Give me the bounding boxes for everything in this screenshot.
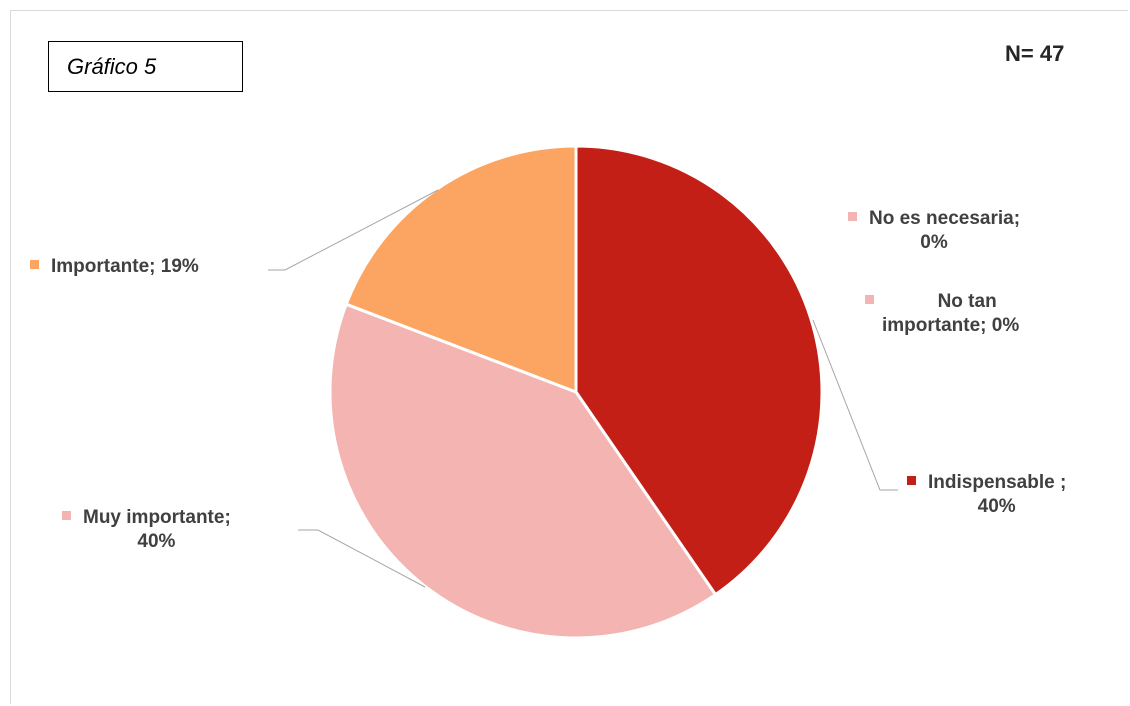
data-label-muy-importante: Muy importante; 40% [62, 506, 231, 554]
data-label-no-tan-importante: No tan importante; 0% [842, 290, 1019, 338]
data-label-indispensable-line1: Indispensable ; [928, 472, 1067, 493]
leader-line-importante [268, 189, 439, 271]
chart-title-box: Gráfico 5 [48, 41, 243, 92]
legend-key-muy-importante [62, 511, 71, 521]
data-label-no-tan-importante-line1: No tan [937, 291, 997, 312]
pie-slices [328, 144, 824, 640]
legend-key-no-es-necesaria [848, 212, 857, 222]
data-label-indispensable: Indispensable ; 40% [907, 471, 1066, 519]
leader-lines [268, 189, 898, 588]
leader-line-muy-importante [298, 529, 426, 588]
legend-key-importante [30, 260, 39, 270]
pie-slice-muy-importante [328, 302, 718, 640]
leader-line-indispensable [812, 319, 898, 491]
sample-size-label: N= 47 [1005, 41, 1065, 66]
pie-slice-importante [344, 144, 578, 395]
data-label-no-es-necesaria-line1: No es necesaria; [869, 208, 1021, 229]
pie-slice-indispensable [574, 144, 824, 597]
data-label-no-es-necesaria: No es necesaria; 0% [848, 207, 1020, 255]
data-label-no-tan-importante-line2: importante; 0% [882, 315, 1020, 336]
data-label-muy-importante-line2: 40% [137, 531, 176, 552]
data-label-importante: Importante; 19% [30, 255, 199, 279]
legend-key-indispensable [907, 476, 916, 486]
data-label-indispensable-line2: 40% [977, 496, 1016, 517]
data-label-importante-line1: Importante; 19% [51, 256, 199, 277]
chart-title: Gráfico 5 [67, 53, 157, 79]
data-label-muy-importante-line1: Muy importante; [83, 507, 231, 528]
chart-frame [10, 10, 1128, 704]
data-label-no-es-necesaria-line2: 0% [920, 232, 948, 253]
legend-key-no-tan-importante [864, 295, 874, 305]
